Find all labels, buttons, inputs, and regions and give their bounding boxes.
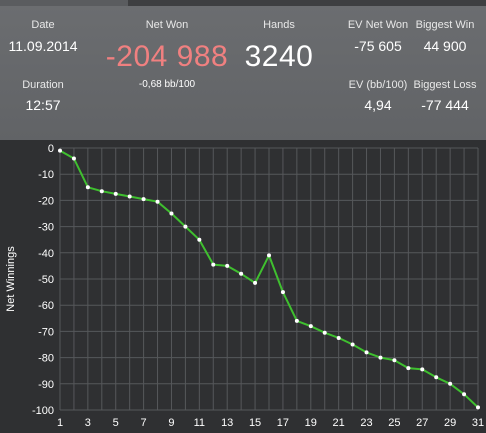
data-point — [127, 194, 132, 199]
y-tick-label: -70 — [38, 326, 54, 338]
net-won-value: -204 988 — [105, 40, 229, 73]
x-tick-label: 11 — [194, 417, 205, 428]
data-point — [420, 367, 425, 372]
data-point — [308, 324, 313, 329]
x-tick-label: 9 — [168, 417, 174, 428]
ev-bb-value: 4,94 — [364, 97, 392, 113]
data-point — [350, 342, 355, 347]
data-point — [267, 253, 271, 258]
biggest-loss-value: -77 444 — [421, 97, 469, 113]
data-point — [476, 405, 480, 410]
net-winnings-chart: 0-10-20-30-40-50-60-70-80-90-100 1 3 5 7 9 11… — [5, 143, 484, 429]
data-point — [225, 263, 230, 268]
data-point — [239, 271, 244, 276]
x-axis-ticks: 1 3 5 7 9 11 13 15 17 19 21 23 25 27 29 31 — [57, 417, 484, 429]
data-point — [211, 262, 216, 267]
grid-lines — [59, 147, 479, 411]
active-tab[interactable] — [0, 0, 128, 6]
biggest-win-value: 44 900 — [423, 38, 467, 54]
ev-bb-label: EV (bb/100) — [348, 79, 408, 91]
data-point — [448, 381, 453, 386]
data-point — [99, 189, 104, 194]
hands-label: Hands — [263, 19, 295, 31]
net-won-sub: -0,68 bb/100 — [138, 79, 196, 90]
data-point — [392, 358, 397, 363]
data-point — [253, 280, 258, 285]
y-axis-label: Net Winnings — [5, 246, 17, 312]
x-tick-label: 7 — [141, 417, 147, 428]
y-tick-label: -40 — [38, 248, 54, 260]
y-tick-label: -20 — [38, 195, 54, 207]
duration-value: 12:57 — [25, 97, 61, 113]
data-point — [280, 290, 285, 295]
data-point — [336, 335, 341, 340]
data-point — [113, 191, 118, 196]
x-tick-label: 19 — [305, 417, 317, 428]
data-points — [58, 148, 480, 410]
x-tick-label: 29 — [444, 417, 456, 428]
data-point — [58, 148, 62, 153]
data-point — [85, 185, 90, 190]
x-tick-label: 21 — [333, 417, 345, 428]
data-point — [294, 318, 299, 323]
date-value: 11.09.2014 — [8, 38, 78, 54]
x-tick-label: 31 — [472, 417, 484, 428]
y-tick-label: -10 — [38, 169, 54, 181]
x-tick-label: 5 — [113, 417, 119, 428]
data-point — [406, 366, 411, 371]
ev-net-won-value: -75 605 — [354, 38, 402, 54]
x-tick-label: 3 — [85, 417, 91, 428]
data-point — [197, 237, 202, 242]
x-tick-label: 25 — [388, 417, 400, 428]
x-tick-label: 17 — [277, 417, 289, 428]
data-point — [71, 156, 76, 161]
stats-panel: Date 11.09.2014 Net Won -204 988 -0,68 b… — [0, 6, 486, 140]
x-tick-label: 27 — [416, 417, 428, 428]
data-point — [322, 330, 327, 335]
data-point — [434, 375, 439, 380]
ev-net-won-label: EV Net Won — [347, 19, 409, 31]
data-point — [462, 392, 467, 397]
y-tick-label: -90 — [38, 379, 54, 391]
hands-value: 3240 — [244, 40, 314, 73]
data-point — [378, 355, 383, 360]
x-tick-label: 1 — [57, 417, 63, 428]
y-tick-label: -60 — [38, 300, 54, 312]
data-point — [155, 199, 160, 204]
biggest-win-label: Biggest Win — [415, 19, 475, 31]
date-label: Date — [31, 19, 55, 31]
y-tick-label: -30 — [38, 222, 54, 234]
y-tick-label: -80 — [38, 353, 54, 365]
data-point — [141, 197, 146, 202]
net-won-label: Net Won — [145, 19, 189, 31]
y-tick-label: -50 — [38, 274, 54, 286]
x-tick-label: 23 — [360, 417, 372, 428]
y-tick-label: 0 — [48, 143, 54, 155]
y-axis-ticks: 0 -10 -20 -30 -40 -50 -60 -70 -80 -90 -100 — [32, 143, 54, 417]
y-tick-label: -100 — [32, 405, 54, 417]
duration-label: Duration — [22, 79, 64, 91]
x-tick-label: 13 — [221, 417, 233, 428]
data-point — [169, 211, 174, 216]
data-point — [183, 224, 188, 229]
data-point — [364, 350, 369, 355]
tab-strip — [0, 0, 486, 6]
x-tick-label: 15 — [249, 417, 261, 428]
chart-area: 0 -10 -20 -30 -40 -50 -60 -70 -80 -90 -100 1 3 5 7 9 11… — [0, 140, 486, 429]
biggest-loss-label: Biggest Loss — [413, 79, 477, 91]
